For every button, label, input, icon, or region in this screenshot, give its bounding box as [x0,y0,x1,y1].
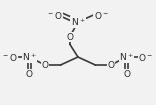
Text: $^-$O: $^-$O [1,51,17,62]
Text: N$^+$: N$^+$ [71,16,85,28]
Text: O: O [66,33,73,41]
Text: O: O [123,70,130,79]
Text: O: O [41,60,48,70]
Text: N$^+$: N$^+$ [22,51,37,63]
Text: O$^-$: O$^-$ [93,9,109,20]
Text: $^-$O: $^-$O [46,9,62,20]
Text: O: O [26,70,33,79]
Text: O$^-$: O$^-$ [138,51,154,62]
Text: N$^+$: N$^+$ [119,51,134,63]
Text: O: O [107,60,114,70]
